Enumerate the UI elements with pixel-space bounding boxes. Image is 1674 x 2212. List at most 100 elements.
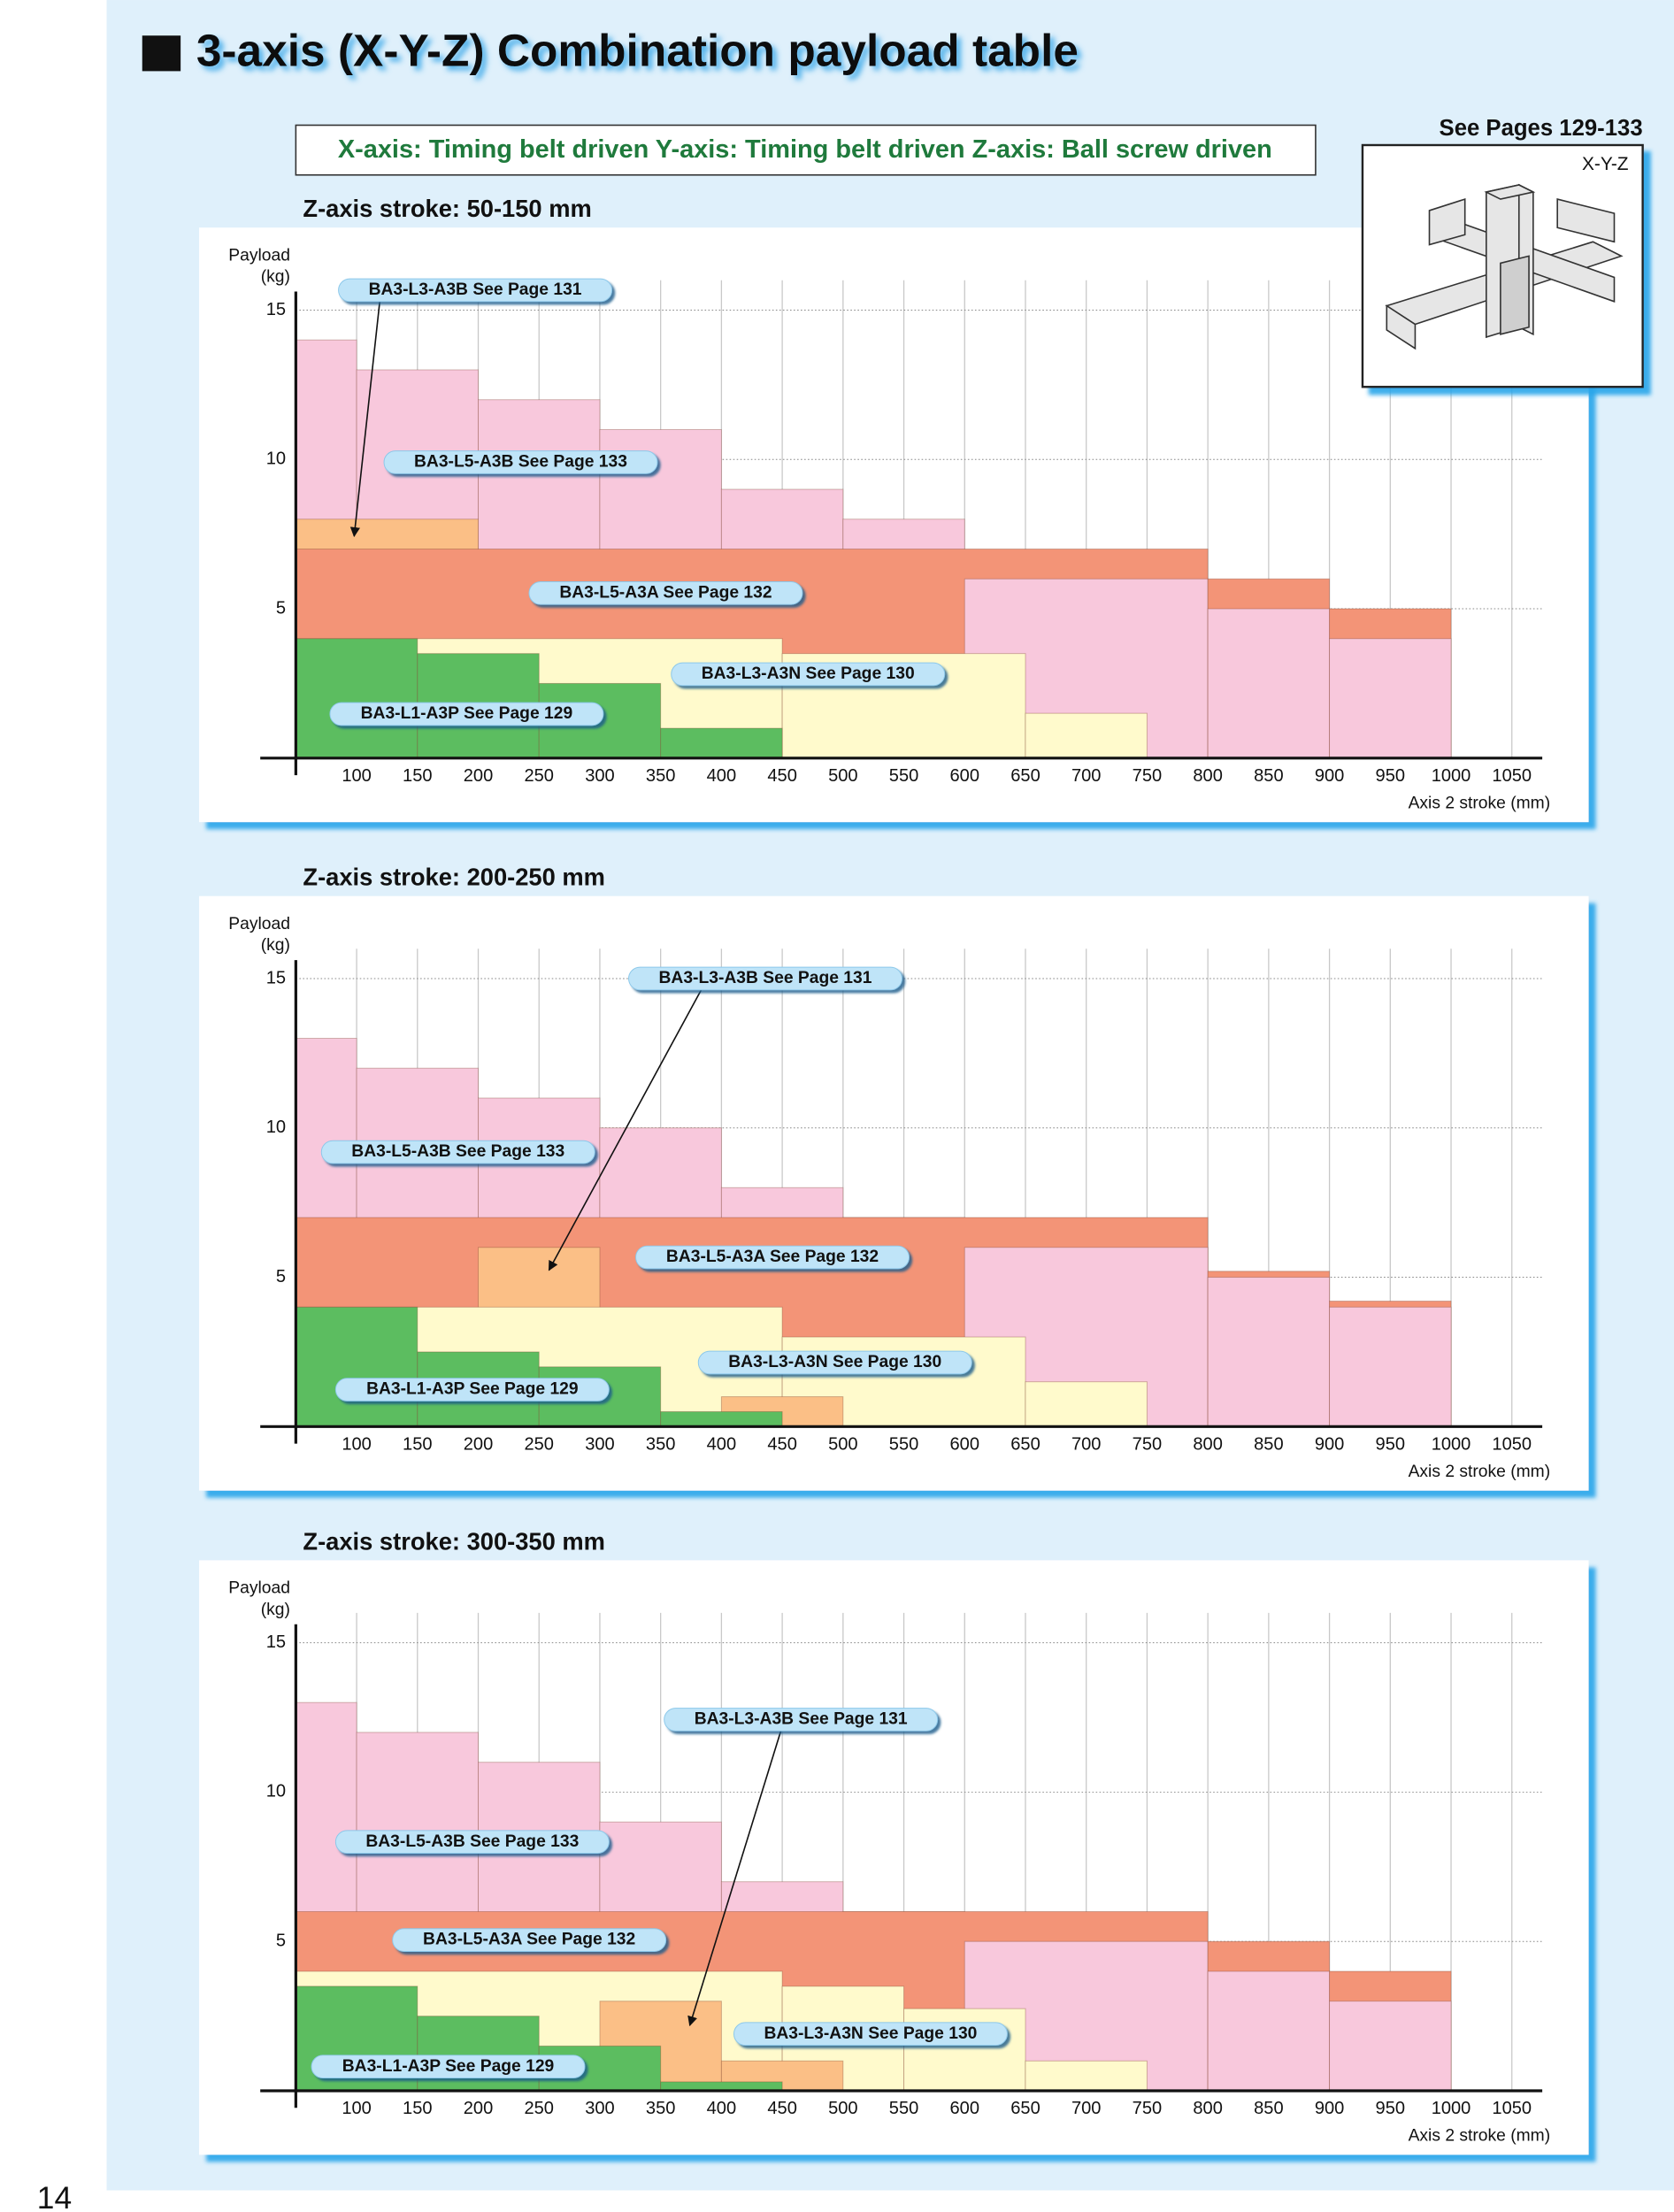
x-tick-label: 950 <box>1376 766 1406 786</box>
x-tick-label: 550 <box>889 1435 918 1455</box>
x-tick-label: 850 <box>1254 766 1284 786</box>
y-axis-label: (kg) <box>261 1601 290 1619</box>
payload-step <box>1329 638 1452 759</box>
x-tick-label: 400 <box>707 766 737 786</box>
subtitle-box <box>295 124 1317 176</box>
x-tick-label: 300 <box>585 1435 615 1455</box>
x-tick-label: 200 <box>464 2099 494 2118</box>
x-tick-label: 150 <box>403 766 433 786</box>
y-tick-label: 15 <box>266 1632 286 1652</box>
callout-arrow <box>349 301 380 538</box>
x-tick-label: 650 <box>1010 2099 1040 2118</box>
payload-step <box>1329 2001 1452 2092</box>
x-tick-label: 1050 <box>1492 766 1532 786</box>
series-label: BA3-L5-A3B See Page 133 <box>351 1142 564 1161</box>
x-tick-label: 1000 <box>1432 2099 1471 2118</box>
payload-step <box>1207 1277 1331 1427</box>
callout-pill <box>628 966 902 991</box>
x-tick-label: 200 <box>464 1435 494 1455</box>
payload-step <box>295 638 418 759</box>
x-tick-label: 800 <box>1193 1435 1223 1455</box>
x-tick-label: 1000 <box>1432 1435 1471 1455</box>
x-tick-label: 200 <box>464 766 494 786</box>
series-label: BA3-L3-A3B See Page 131 <box>695 1710 908 1729</box>
x-tick-label: 300 <box>585 766 615 786</box>
y-tick-label: 10 <box>266 1118 286 1137</box>
series-label: BA3-L1-A3P See Page 129 <box>361 704 573 723</box>
callout-pill <box>334 1830 610 1855</box>
x-tick-label: 600 <box>950 2099 979 2118</box>
y-tick-label: 5 <box>276 1267 286 1286</box>
x-tick-label: 800 <box>1193 2099 1223 2118</box>
series-label: BA3-L1-A3P See Page 129 <box>342 2057 555 2076</box>
x-tick-label: 700 <box>1071 2099 1102 2118</box>
x-tick-label: 150 <box>403 1435 433 1455</box>
series-label: BA3-L3-A3B See Page 131 <box>659 969 872 987</box>
plot-area <box>295 1612 1543 2092</box>
figure-label: X-Y-Z <box>1582 154 1629 174</box>
series-label: BA3-L3-A3B See Page 131 <box>369 280 582 299</box>
x-tick-label: 100 <box>342 766 371 786</box>
callout-pill <box>311 2055 586 2079</box>
x-tick-label: 700 <box>1071 1435 1102 1455</box>
y-tick-label: 5 <box>276 598 286 618</box>
series-label: BA3-L5-A3A See Page 132 <box>559 583 772 602</box>
callout-pill <box>733 2022 1008 2047</box>
x-tick-label: 350 <box>646 2099 676 2118</box>
y-tick-label: 5 <box>276 1932 286 1951</box>
callout-pill <box>697 1350 972 1375</box>
title-bullet <box>142 35 181 72</box>
series-label: BA3-L3-A3N See Page 130 <box>764 2024 977 2043</box>
series-label: BA3-L5-A3A See Page 132 <box>666 1248 879 1266</box>
callout-pill <box>329 702 604 726</box>
see-pages: See Pages 129-133 <box>1440 116 1643 141</box>
x-tick-label: 450 <box>767 1435 796 1455</box>
y-axis-label: Payload <box>228 1579 290 1598</box>
payload-step <box>1207 608 1331 759</box>
x-tick-label: 450 <box>767 766 796 786</box>
x-tick-label: 250 <box>524 1435 554 1455</box>
payload-step <box>295 1306 418 1427</box>
callout-pill <box>664 1708 939 1732</box>
x-tick-label: 400 <box>707 2099 737 2118</box>
y-tick-label: 15 <box>266 300 286 319</box>
x-tick-label: 100 <box>342 2099 371 2118</box>
x-tick-label: 950 <box>1376 1435 1406 1455</box>
payload-step <box>417 2016 540 2092</box>
x-tick-label: 500 <box>828 766 857 786</box>
series-label: BA3-L1-A3P See Page 129 <box>366 1380 579 1399</box>
payload-step <box>660 1410 783 1427</box>
page-title: 3-axis (X-Y-Z) Combination payload table <box>196 25 1079 76</box>
chart-title: Z-axis stroke: 300-350 mm <box>303 1527 605 1555</box>
y-tick-label: 10 <box>266 1782 286 1801</box>
x-tick-label: 950 <box>1376 2099 1406 2118</box>
x-tick-label: 150 <box>403 2099 433 2118</box>
callout-pill <box>320 1140 595 1164</box>
x-tick-label: 250 <box>524 766 554 786</box>
x-tick-label: 900 <box>1315 1435 1344 1455</box>
payload-step <box>1329 1306 1452 1427</box>
x-tick-label: 750 <box>1133 1435 1163 1455</box>
x-tick-label: 900 <box>1315 2099 1344 2118</box>
x-tick-label: 850 <box>1254 1435 1284 1455</box>
payload-step <box>1025 1381 1148 1427</box>
y-axis-label: Payload <box>228 915 290 933</box>
chart-title: Z-axis stroke: 200-250 mm <box>303 864 605 891</box>
x-tick-label: 400 <box>707 1435 737 1455</box>
callout-pill <box>392 1928 667 1952</box>
x-tick-label: 750 <box>1133 2099 1163 2118</box>
x-tick-label: 750 <box>1133 766 1163 786</box>
x-tick-label: 600 <box>950 1435 979 1455</box>
x-tick-label: 1000 <box>1432 766 1471 786</box>
x-tick-label: 700 <box>1071 766 1102 786</box>
callout-pill <box>528 581 803 605</box>
x-axis-label: Axis 2 stroke (mm) <box>1409 794 1551 812</box>
series-label: BA3-L3-A3N See Page 130 <box>728 1353 941 1371</box>
page-number: 14 <box>37 2181 72 2212</box>
y-axis-label: (kg) <box>261 936 290 955</box>
x-tick-label: 450 <box>767 2099 796 2118</box>
payload-step <box>1207 1970 1331 2092</box>
axis-illustration <box>1385 183 1624 350</box>
x-axis-label: Axis 2 stroke (mm) <box>1409 2127 1551 2146</box>
